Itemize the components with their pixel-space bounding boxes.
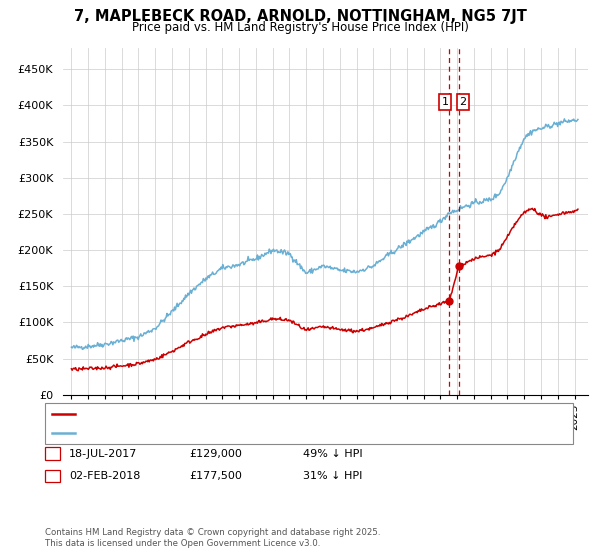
Text: Contains HM Land Registry data © Crown copyright and database right 2025.
This d: Contains HM Land Registry data © Crown c… [45, 528, 380, 548]
Text: 1: 1 [442, 97, 449, 107]
Text: Price paid vs. HM Land Registry's House Price Index (HPI): Price paid vs. HM Land Registry's House … [131, 21, 469, 34]
Text: 49% ↓ HPI: 49% ↓ HPI [303, 449, 362, 459]
Text: 1: 1 [49, 449, 56, 459]
Text: 2: 2 [49, 471, 56, 481]
Text: £129,000: £129,000 [189, 449, 242, 459]
Text: HPI: Average price, detached house, Gedling: HPI: Average price, detached house, Gedl… [81, 428, 304, 437]
Text: 18-JUL-2017: 18-JUL-2017 [69, 449, 137, 459]
Text: 7, MAPLEBECK ROAD, ARNOLD, NOTTINGHAM, NG5 7JT: 7, MAPLEBECK ROAD, ARNOLD, NOTTINGHAM, N… [74, 9, 526, 24]
Text: 2: 2 [460, 97, 466, 107]
Text: 7, MAPLEBECK ROAD, ARNOLD, NOTTINGHAM, NG5 7JT (detached house): 7, MAPLEBECK ROAD, ARNOLD, NOTTINGHAM, N… [81, 409, 446, 419]
Text: 31% ↓ HPI: 31% ↓ HPI [303, 471, 362, 481]
Text: £177,500: £177,500 [189, 471, 242, 481]
Text: 02-FEB-2018: 02-FEB-2018 [69, 471, 140, 481]
